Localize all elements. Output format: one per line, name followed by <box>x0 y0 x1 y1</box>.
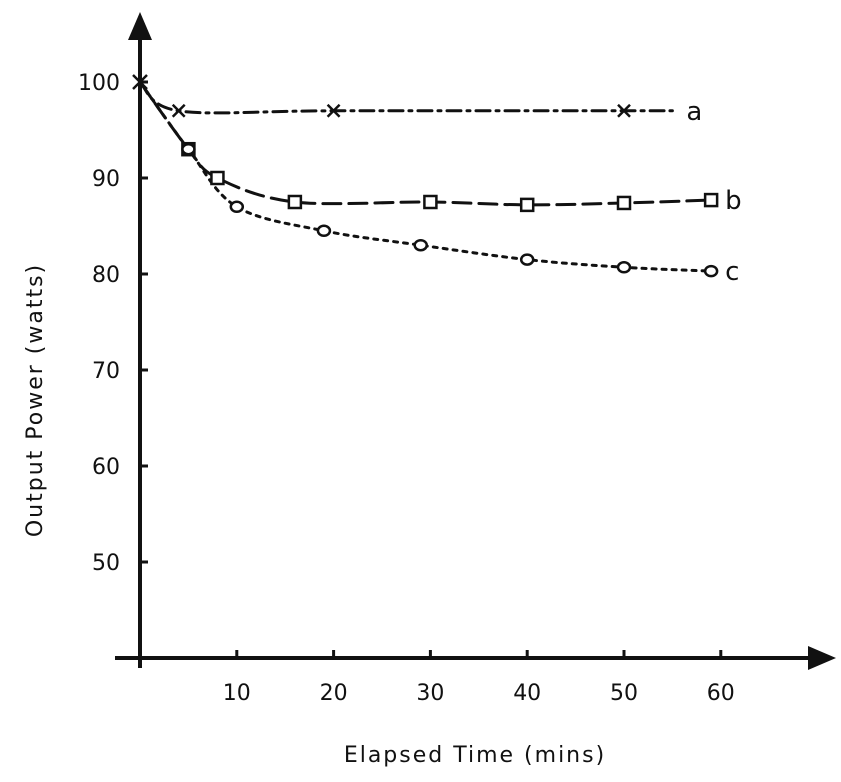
marker-b <box>423 194 438 210</box>
y-tick-label: 80 <box>92 263 120 288</box>
marker-square <box>210 170 225 186</box>
marker-c <box>316 224 332 238</box>
x-tick-label: 40 <box>513 681 541 706</box>
series-label-c: c <box>725 257 739 287</box>
marker-a <box>171 103 186 118</box>
y-tick-label: 100 <box>78 71 120 96</box>
marker-a <box>326 103 341 118</box>
markers-layer <box>132 74 719 278</box>
marker-x-stroke <box>326 103 341 118</box>
marker-square <box>703 192 719 208</box>
y-tick-label: 90 <box>92 167 120 192</box>
y-tick-label: 50 <box>92 551 120 576</box>
marker-b <box>287 194 303 210</box>
marker-circle <box>519 253 535 266</box>
y-axis-arrow <box>128 12 152 40</box>
marker-b <box>519 197 535 213</box>
marker-c <box>519 253 535 266</box>
marker-c <box>616 261 632 274</box>
marker-a <box>617 103 631 118</box>
marker-b <box>210 170 225 186</box>
marker-circle <box>181 142 196 156</box>
marker-square <box>616 195 632 211</box>
marker-c <box>703 264 719 278</box>
marker-c <box>413 238 428 252</box>
y-axis-title: Output Power (watts) <box>23 263 48 537</box>
series-line-a <box>138 80 674 115</box>
x-tick-label: 10 <box>223 681 251 706</box>
marker-square <box>519 197 535 213</box>
marker-circle <box>703 264 719 278</box>
marker-square <box>287 194 303 210</box>
x-tick-label: 60 <box>707 681 735 706</box>
marker-circle <box>316 224 332 238</box>
marker-x-stroke <box>617 103 631 118</box>
y-tick-label: 60 <box>92 455 120 480</box>
series-label-a: a <box>686 97 702 127</box>
origin-marker-stroke <box>132 74 148 90</box>
x-tick-label: 30 <box>416 681 444 706</box>
x-tick-label: 50 <box>610 681 638 706</box>
series-line-b <box>138 80 713 207</box>
marker-b <box>703 192 719 208</box>
y-tick-label: 70 <box>92 359 120 384</box>
marker-b <box>616 195 632 211</box>
marker-circle <box>616 261 632 274</box>
marker-x-stroke <box>171 103 186 118</box>
marker-square <box>423 194 438 210</box>
marker-c <box>181 142 196 156</box>
marker-c <box>229 200 245 214</box>
x-axis-title: Elapsed Time (mins) <box>344 743 606 768</box>
x-tick-label: 20 <box>320 681 348 706</box>
x-axis-arrow <box>808 646 836 670</box>
marker-circle <box>229 200 245 214</box>
series-label-b: b <box>725 186 742 216</box>
series-layer: a b c <box>138 80 742 287</box>
marker-circle <box>413 238 428 252</box>
ticks: 50 60 70 80 90 100 10 20 30 40 50 60 <box>78 71 735 706</box>
